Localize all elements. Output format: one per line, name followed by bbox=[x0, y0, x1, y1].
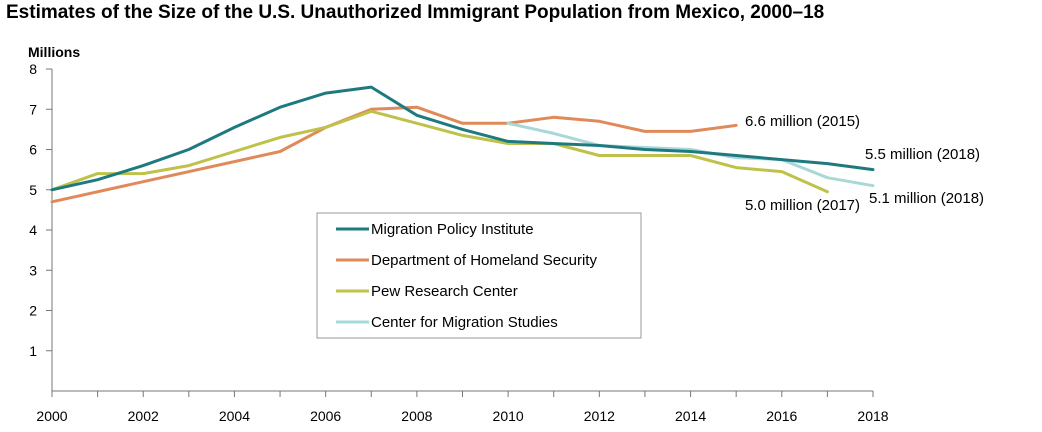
x-tick-label: 2014 bbox=[675, 408, 706, 424]
y-tick-label: 8 bbox=[29, 61, 37, 77]
annotation-label: 5.1 million (2018) bbox=[869, 190, 984, 207]
x-tick-label: 2004 bbox=[219, 408, 250, 424]
y-tick-label: 6 bbox=[29, 142, 37, 158]
series-lines bbox=[50, 85, 875, 204]
series-line-migration-policy-institute bbox=[50, 85, 875, 192]
x-tick-label: 2000 bbox=[36, 408, 67, 424]
y-axis-label: Millions bbox=[28, 44, 80, 60]
legend-entry: Pew Research Center bbox=[371, 283, 518, 300]
annotation-label: 6.6 million (2015) bbox=[745, 113, 860, 130]
legend: Migration Policy Institute Department of … bbox=[316, 212, 642, 339]
y-tick-label: 1 bbox=[29, 343, 37, 359]
legend-entry: Department of Homeland Security bbox=[371, 252, 597, 269]
series-line-department-of-homeland-security bbox=[50, 105, 738, 204]
annotations: 6.6 million (2015) 5.5 million (2018) 5.0 … bbox=[745, 113, 984, 214]
series-line-center-for-migration-studies bbox=[506, 121, 875, 188]
series-line-pew-research-center bbox=[50, 109, 829, 194]
y-tick-label: 7 bbox=[29, 101, 37, 117]
legend-box bbox=[316, 212, 642, 339]
annotation-label: 5.5 million (2018) bbox=[865, 146, 980, 163]
x-tick-label: 2008 bbox=[401, 408, 432, 424]
legend-entry: Migration Policy Institute bbox=[371, 221, 534, 238]
x-tick-label: 2010 bbox=[493, 408, 524, 424]
x-tick-label: 2018 bbox=[857, 408, 888, 424]
x-tick-label: 2012 bbox=[584, 408, 615, 424]
y-tick-label: 2 bbox=[29, 303, 37, 319]
y-tick-label: 4 bbox=[29, 222, 37, 238]
y-tick-label: 5 bbox=[29, 182, 37, 198]
x-tick-label: 2016 bbox=[766, 408, 797, 424]
y-tick-label: 3 bbox=[29, 262, 37, 278]
legend-entry: Center for Migration Studies bbox=[371, 314, 558, 331]
chart-title: Estimates of the Size of the U.S. Unauth… bbox=[6, 2, 825, 23]
axes: 1 2 3 4 5 6 7 8 2000 2002 2004 2006 2008 2010 2012 2014… bbox=[29, 61, 889, 424]
x-tick-label: 2006 bbox=[310, 408, 341, 424]
x-tick-label: 2002 bbox=[128, 408, 159, 424]
annotation-label: 5.0 million (2017) bbox=[745, 197, 860, 214]
